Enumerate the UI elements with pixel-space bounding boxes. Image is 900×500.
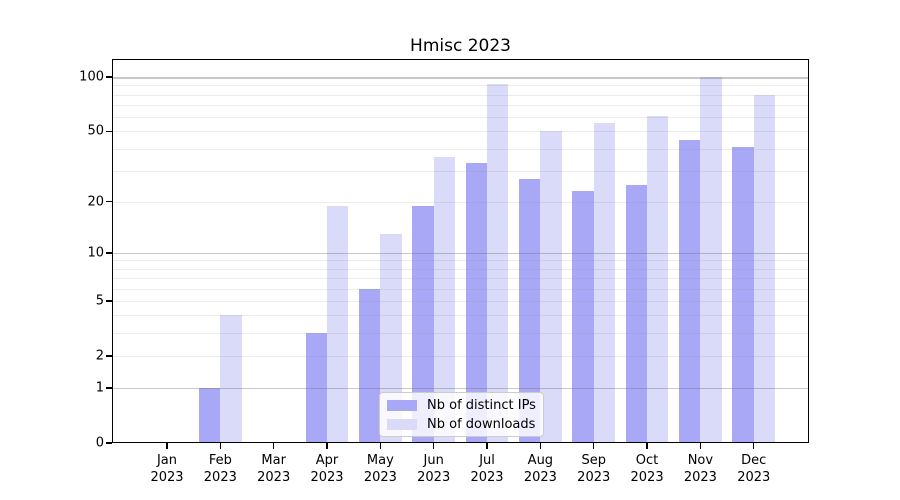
x-tick-label-dec: Dec 2023 — [737, 452, 770, 486]
x-tick-year-nov: 2023 — [683, 470, 717, 485]
x-tick-year-jun: 2023 — [417, 470, 451, 485]
x-tick-label-sep: Sep 2023 — [577, 452, 610, 486]
y-tick-label-100: 100 — [79, 69, 104, 85]
x-tick-jun — [433, 443, 435, 449]
bar-nb-of-distinct-ips-may-2023 — [359, 288, 381, 443]
bar-nb-of-distinct-ips-apr-2023 — [305, 333, 328, 443]
plot-area — [112, 59, 809, 443]
x-tick-oct — [646, 443, 648, 449]
x-tick-jan — [166, 443, 168, 449]
legend-entry-nb-of-downloads: Nb of downloads — [387, 417, 536, 432]
bar-nb-of-downloads-nov-2023 — [700, 77, 722, 443]
x-tick-label-mar: Mar 2023 — [257, 452, 290, 486]
bar-nb-of-downloads-apr-2023 — [327, 205, 349, 443]
bar-nb-of-downloads-sep-2023 — [593, 122, 616, 443]
x-tick-may — [379, 443, 382, 449]
bar-nb-of-downloads-aug-2023 — [540, 131, 562, 443]
x-tick-label-jan: Jan 2023 — [150, 452, 183, 486]
x-tick-aug — [539, 443, 542, 449]
x-tick-nov — [699, 443, 702, 449]
x-tick-year-dec: 2023 — [737, 470, 771, 485]
x-tick-label-jul: Jul 2023 — [470, 452, 503, 486]
chart-title: Hmisc 2023 — [410, 36, 511, 56]
bar-nb-of-distinct-ips-dec-2023 — [732, 146, 754, 443]
x-tick-year-jan: 2023 — [150, 470, 184, 485]
y-tick-label-2: 2 — [95, 348, 104, 364]
legend-swatch-nb-of-distinct-ips — [387, 399, 417, 411]
bar-nb-of-distinct-ips-jun-2023 — [412, 205, 434, 443]
legend-label-nb-of-downloads: Nb of downloads — [427, 416, 536, 432]
x-tick-year-mar: 2023 — [257, 470, 291, 485]
x-tick-mar — [272, 443, 275, 449]
x-tick-dec — [753, 443, 755, 449]
y-tick-20 — [106, 200, 112, 203]
x-tick-month-may: May — [366, 453, 394, 468]
x-tick-month-jun: Jun — [423, 453, 444, 468]
y-tick-1 — [106, 387, 112, 389]
x-tick-sep — [593, 443, 595, 449]
x-tick-label-jun: Jun 2023 — [417, 452, 450, 486]
bar-nb-of-downloads-jul-2023 — [487, 83, 509, 443]
y-tick-label-50: 50 — [87, 123, 104, 139]
x-tick-year-aug: 2023 — [523, 470, 557, 485]
x-tick-label-feb: Feb 2023 — [204, 452, 237, 486]
x-tick-label-nov: Nov 2023 — [684, 452, 717, 486]
x-tick-year-may: 2023 — [363, 470, 397, 485]
x-tick-month-apr: Apr — [315, 453, 339, 468]
y-tick-label-1: 1 — [95, 380, 104, 396]
x-tick-year-sep: 2023 — [577, 470, 611, 485]
y-tick-label-0: 0 — [95, 435, 104, 451]
x-tick-feb — [219, 443, 222, 449]
bar-nb-of-distinct-ips-aug-2023 — [519, 178, 541, 443]
x-tick-label-oct: Oct 2023 — [631, 452, 664, 486]
bar-nb-of-downloads-dec-2023 — [753, 94, 776, 443]
x-tick-year-feb: 2023 — [203, 470, 237, 485]
bar-nb-of-distinct-ips-feb-2023 — [199, 388, 221, 443]
x-tick-month-nov: Nov — [687, 453, 714, 468]
legend: Nb of distinct IPs Nb of downloads — [379, 392, 544, 437]
x-tick-label-may: May 2023 — [364, 452, 397, 486]
x-tick-label-apr: Apr 2023 — [310, 452, 343, 486]
bar-nb-of-downloads-oct-2023 — [647, 115, 669, 443]
x-tick-month-sep: Sep — [581, 453, 606, 468]
x-tick-apr — [326, 443, 328, 449]
bar-nb-of-downloads-feb-2023 — [220, 315, 242, 443]
y-tick-50 — [106, 130, 112, 132]
x-tick-month-feb: Feb — [208, 453, 232, 468]
bar-nb-of-downloads-jun-2023 — [433, 156, 455, 443]
bar-nb-of-distinct-ips-sep-2023 — [572, 191, 594, 443]
bar-nb-of-distinct-ips-oct-2023 — [625, 184, 648, 443]
legend-entry-nb-of-distinct-ips: Nb of distinct IPs — [387, 398, 536, 413]
x-tick-month-jan: Jan — [156, 453, 178, 468]
x-tick-year-jul: 2023 — [470, 470, 504, 485]
bar-nb-of-downloads-may-2023 — [380, 233, 402, 443]
y-tick-100 — [106, 76, 112, 78]
y-tick-10 — [106, 252, 112, 254]
bar-nb-of-distinct-ips-jul-2023 — [465, 163, 488, 443]
x-tick-year-oct: 2023 — [630, 470, 664, 485]
y-tick-0 — [106, 442, 112, 444]
x-tick-month-mar: Mar — [261, 453, 286, 468]
y-tick-5 — [106, 300, 112, 302]
x-tick-month-dec: Dec — [741, 453, 767, 468]
y-tick-2 — [106, 355, 112, 357]
y-tick-label-20: 20 — [87, 194, 104, 210]
x-tick-month-jul: Jul — [479, 453, 495, 468]
x-tick-month-oct: Oct — [635, 453, 659, 468]
x-tick-year-apr: 2023 — [310, 470, 344, 485]
x-tick-label-aug: Aug 2023 — [524, 452, 557, 486]
x-tick-jul — [486, 443, 488, 449]
y-tick-label-5: 5 — [95, 293, 104, 309]
y-tick-label-10: 10 — [87, 245, 104, 261]
x-tick-month-aug: Aug — [527, 453, 554, 468]
legend-label-nb-of-distinct-ips: Nb of distinct IPs — [427, 397, 536, 413]
legend-swatch-nb-of-downloads — [387, 418, 417, 430]
bar-nb-of-distinct-ips-nov-2023 — [679, 139, 701, 443]
